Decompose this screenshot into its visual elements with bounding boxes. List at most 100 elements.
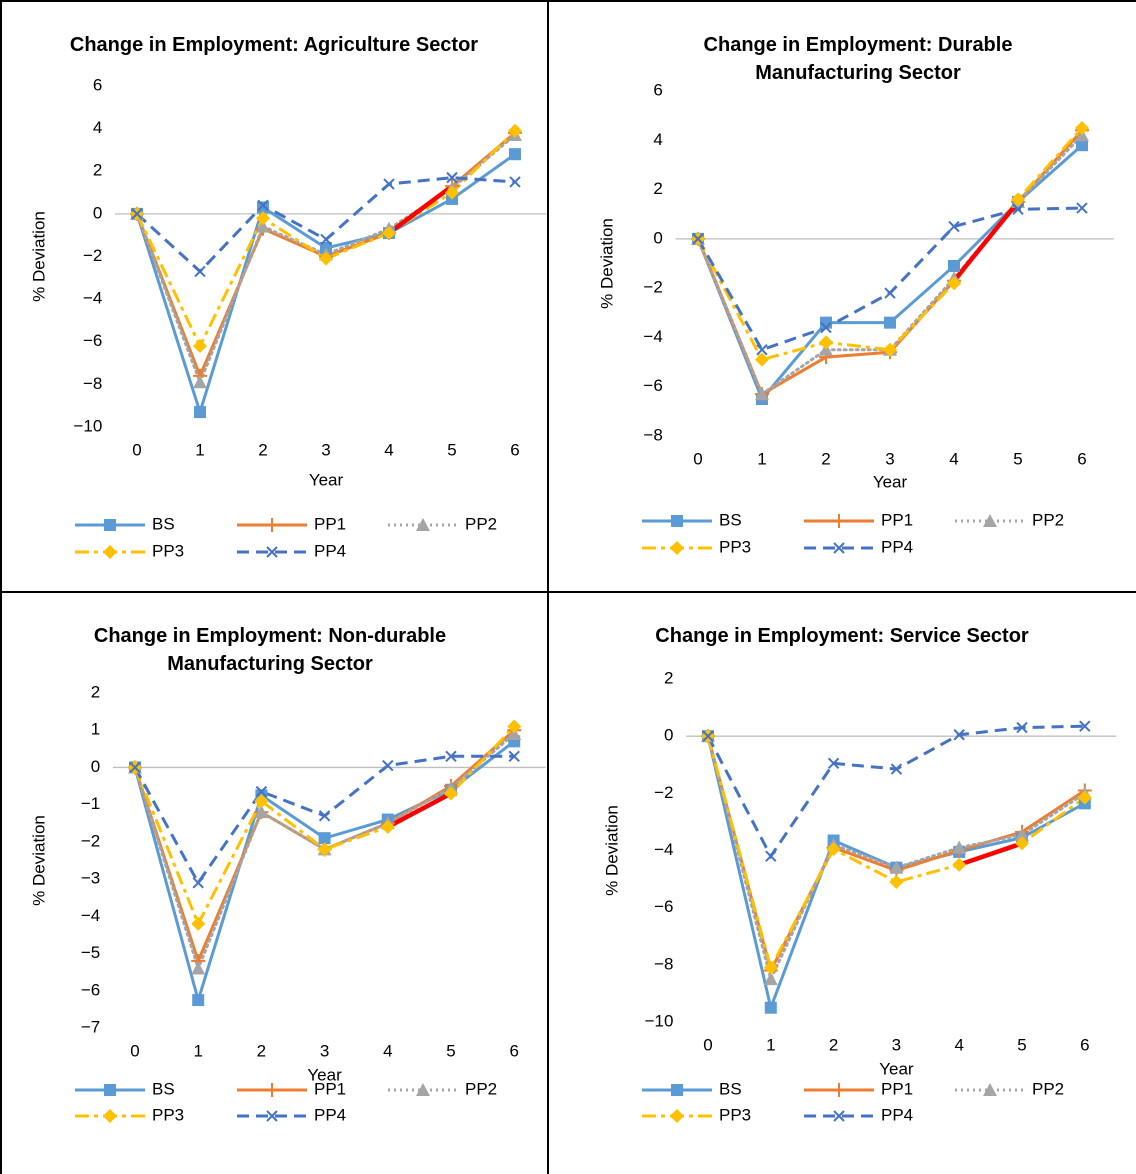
x-tick-label: 0 <box>703 1035 712 1054</box>
y-tick-label: −2 <box>81 831 100 850</box>
y-tick-label: 0 <box>91 757 100 776</box>
legend-label: BS <box>152 514 175 533</box>
marker <box>320 233 332 246</box>
marker <box>103 545 117 559</box>
marker <box>509 148 521 161</box>
y-tick-label: −6 <box>654 897 673 916</box>
y-tick-label: 4 <box>653 130 662 149</box>
marker <box>104 519 116 531</box>
marker <box>193 339 207 354</box>
y-tick-label: 0 <box>653 228 662 247</box>
marker <box>257 201 269 214</box>
legend-label: PP3 <box>152 541 184 560</box>
x-tick-label: 4 <box>384 440 393 459</box>
x-tick-label: 5 <box>446 1041 455 1060</box>
marker <box>826 842 841 857</box>
marker <box>983 514 997 527</box>
marker <box>889 860 904 874</box>
legend-label: PP1 <box>314 514 346 533</box>
marker <box>671 515 683 527</box>
x-tick-label: 5 <box>447 440 456 459</box>
legend-label: PP2 <box>1032 510 1064 529</box>
legend-label: PP1 <box>881 1079 913 1098</box>
marker <box>827 757 840 770</box>
y-tick-label: −10 <box>74 416 103 435</box>
legend-label: PP4 <box>881 1105 913 1124</box>
x-tick-label: 6 <box>1077 449 1086 468</box>
y-tick-label: −4 <box>81 906 100 925</box>
x-tick-label: 5 <box>1013 449 1022 468</box>
y-tick-label: 4 <box>93 118 102 137</box>
y-axis-title: % Deviation <box>597 218 616 309</box>
marker <box>756 344 768 356</box>
series-line <box>706 735 1086 975</box>
legend-label: PP2 <box>1032 1079 1064 1098</box>
y-tick-label: 2 <box>91 682 100 701</box>
y-tick-label: −8 <box>643 425 662 444</box>
highlight-segment <box>386 791 453 829</box>
marker <box>1015 836 1029 851</box>
marker <box>1076 139 1088 152</box>
marker <box>265 518 279 532</box>
chart-panel: −10 −8 −6 −4 −2 0 2 0 1 2 3 4 5 6 Year % Deviation BS PP1… <box>548 592 1136 1174</box>
marker <box>194 265 206 278</box>
marker <box>1016 721 1028 734</box>
x-axis-title: Year <box>873 472 908 491</box>
x-tick-label: 4 <box>954 1035 963 1054</box>
marker <box>131 208 143 220</box>
chart-panel: −10 −8 −6 −4 −2 0 2 4 6 0 1 2 3 4 5 6 Year % Deviation BS P… <box>0 0 548 592</box>
y-tick-label: −2 <box>643 278 662 297</box>
marker <box>257 199 269 212</box>
y-tick-label: −4 <box>83 289 102 308</box>
marker <box>192 877 204 889</box>
y-tick-label: 2 <box>653 179 662 198</box>
y-tick-label: −8 <box>83 374 102 393</box>
marker <box>1012 203 1024 215</box>
marker <box>194 406 206 419</box>
marker <box>382 759 394 772</box>
marker <box>890 763 903 775</box>
y-axis-title: % Deviation <box>29 815 48 906</box>
marker <box>266 1110 278 1122</box>
marker <box>266 546 278 558</box>
marker <box>193 375 207 389</box>
y-tick-label: 2 <box>93 161 102 180</box>
x-tick-label: 4 <box>949 449 958 468</box>
marker <box>265 1083 279 1097</box>
marker <box>889 874 904 889</box>
marker <box>670 541 684 555</box>
marker <box>832 1083 846 1097</box>
x-tick-label: 0 <box>693 449 702 468</box>
y-tick-label: −6 <box>81 980 100 999</box>
y-tick-label: 6 <box>93 75 102 94</box>
marker <box>104 1084 116 1096</box>
x-tick-label: 0 <box>130 1041 139 1060</box>
y-tick-label: −10 <box>645 1011 674 1030</box>
chart: −8 −6 −4 −2 0 2 4 6 0 1 2 3 4 5 6 Year % Deviation BS PP1 P… <box>597 80 1114 556</box>
chart: −7 −6 −5 −4 −3 −2 −1 0 1 2 0 1 2 3 4 5 6 Year % Deviation B… <box>29 682 546 1124</box>
marker <box>884 287 896 299</box>
marker <box>884 316 896 329</box>
chart: −10 −8 −6 −4 −2 0 2 0 1 2 3 4 5 6 Year % Deviation BS PP1… <box>602 668 1117 1124</box>
x-tick-label: 1 <box>193 1041 202 1060</box>
y-tick-label: 6 <box>653 80 662 99</box>
chart-panel: −7 −6 −5 −4 −3 −2 −1 0 1 2 0 1 2 3 4 5 6 Year % Deviation B… <box>0 592 548 1174</box>
x-tick-label: 3 <box>892 1035 901 1054</box>
series-line <box>696 144 1083 402</box>
marker <box>948 220 960 233</box>
frame <box>547 0 549 1174</box>
frame <box>0 0 2 1174</box>
marker <box>254 793 269 808</box>
x-tick-label: 1 <box>757 449 766 468</box>
marker <box>755 352 769 367</box>
y-tick-label: −6 <box>643 376 662 395</box>
marker <box>755 387 769 401</box>
marker <box>256 211 270 226</box>
y-tick-label: −5 <box>81 943 100 962</box>
x-tick-label: 2 <box>258 440 267 459</box>
marker <box>833 542 845 554</box>
marker <box>953 729 965 741</box>
chart-title: Change in Employment: Agriculture Sector <box>69 34 479 56</box>
marker <box>445 750 457 762</box>
series-line <box>706 724 1085 860</box>
